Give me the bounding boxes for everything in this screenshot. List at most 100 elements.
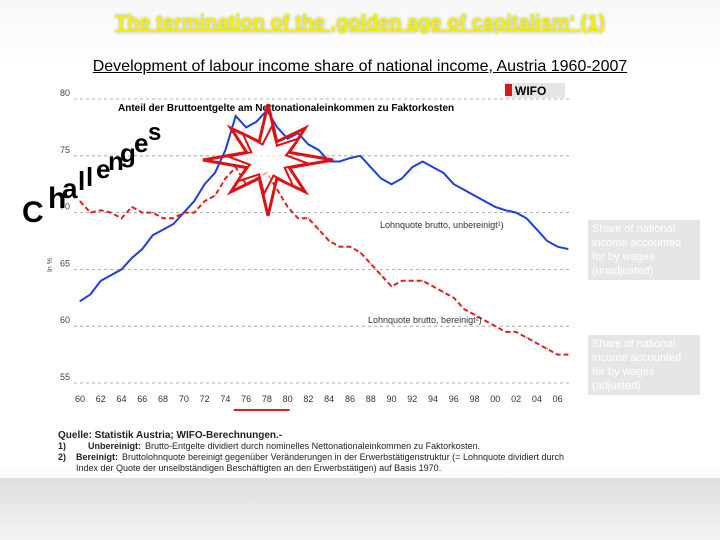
data-point [484, 319, 486, 322]
data-point [567, 248, 569, 250]
source-row: 1) Unbereinigt: Brutto-Entgelte dividiert… [58, 441, 588, 452]
data-point [546, 348, 548, 350]
data-point [245, 126, 247, 128]
data-point [318, 229, 320, 231]
word-art-letter: a [62, 173, 78, 204]
x-tick-label: 64 [117, 394, 127, 404]
data-point [515, 331, 517, 333]
data-point [100, 280, 102, 282]
data-point [276, 189, 278, 191]
data-point [453, 183, 455, 185]
data-point [390, 183, 393, 185]
x-tick-label: 68 [158, 394, 168, 404]
data-point [536, 342, 538, 344]
star-outline-inner [224, 123, 312, 197]
y-tick-label: 65 [60, 258, 70, 268]
data-point [204, 200, 206, 202]
data-point [359, 155, 361, 157]
data-point [401, 280, 403, 282]
data-point [390, 285, 393, 287]
data-point [318, 149, 320, 151]
data-point [287, 206, 289, 208]
x-tick-label: 86 [345, 394, 355, 404]
source-title: Quelle: Statistik Austria; WIFO-Berechnu… [58, 430, 283, 441]
data-point [442, 172, 444, 174]
data-point [172, 223, 174, 225]
word-art-letter: s [148, 119, 161, 146]
x-tick-label: 70 [179, 394, 189, 404]
data-point [131, 257, 133, 259]
x-tick-label: 72 [200, 394, 210, 404]
x-tick-label: 78 [262, 394, 272, 404]
data-point [79, 200, 81, 202]
y-tick-label: 60 [60, 315, 70, 325]
y-tick-label: 80 [60, 88, 70, 98]
data-point [255, 121, 258, 123]
data-point [442, 291, 444, 293]
data-point [224, 177, 226, 180]
source-text: Brutto-Entgelte dividiert durch nominell… [145, 441, 481, 451]
background-photo-strip [0, 478, 720, 540]
x-tick-label: 82 [303, 394, 313, 404]
data-point [120, 268, 123, 270]
data-point [536, 229, 538, 231]
data-point [380, 177, 382, 180]
source-key: Unbereinigt: [88, 441, 141, 451]
x-tick-label: 98 [470, 394, 480, 404]
data-point [463, 308, 465, 310]
note-adjusted: Share of national income accounted for b… [588, 335, 700, 395]
word-art-letter: l [86, 162, 93, 192]
data-point [100, 209, 102, 211]
data-point [339, 246, 341, 248]
data-point [525, 337, 528, 339]
data-point [484, 200, 486, 202]
data-point [214, 172, 216, 174]
data-point [453, 297, 455, 299]
x-tick-label: 80 [283, 394, 293, 404]
y-tick-label: 75 [60, 145, 70, 155]
data-point [505, 331, 507, 333]
x-tick-label: 90 [386, 394, 396, 404]
data-point [349, 246, 351, 248]
data-point [235, 115, 237, 117]
source-key: Bereinigt: [75, 452, 118, 462]
data-point [287, 138, 289, 140]
data-point [141, 248, 143, 250]
data-point [89, 212, 91, 214]
data-point [110, 212, 112, 214]
series-line-adjusted [79, 165, 568, 356]
data-point [172, 217, 174, 219]
y-axis-label: In % [47, 258, 54, 272]
data-point [193, 200, 195, 202]
data-point [380, 274, 382, 276]
source-number: 1) [58, 441, 67, 451]
data-point [525, 217, 528, 219]
data-point [567, 354, 569, 356]
data-point [328, 240, 330, 242]
data-point [505, 209, 507, 211]
wifo-logo-text: WIFO [515, 84, 546, 98]
x-tick-label: 00 [490, 394, 500, 404]
word-art-letter: l [78, 166, 85, 196]
slide-subtitle: Development of labour income share of na… [92, 58, 628, 75]
data-point [131, 206, 133, 208]
source-text: Bruttolohnquote bereinigt gegenüber Verä… [75, 452, 565, 473]
data-point [110, 274, 112, 276]
explosion-star [202, 103, 334, 217]
data-point [370, 166, 372, 168]
data-point [183, 212, 185, 214]
data-point [411, 166, 413, 168]
data-point [120, 217, 123, 219]
series-line-unadjusted [79, 108, 569, 303]
data-point [214, 195, 216, 197]
y-tick-label: 55 [60, 372, 70, 382]
chart-title: Anteil der Bruttoentgelte am Nettonation… [118, 103, 454, 114]
data-point [162, 217, 164, 219]
data-point [359, 251, 361, 253]
x-tick-label: 88 [366, 394, 376, 404]
x-tick-label: 94 [428, 394, 438, 404]
x-tick-label: 66 [137, 394, 147, 404]
data-point [494, 325, 496, 327]
